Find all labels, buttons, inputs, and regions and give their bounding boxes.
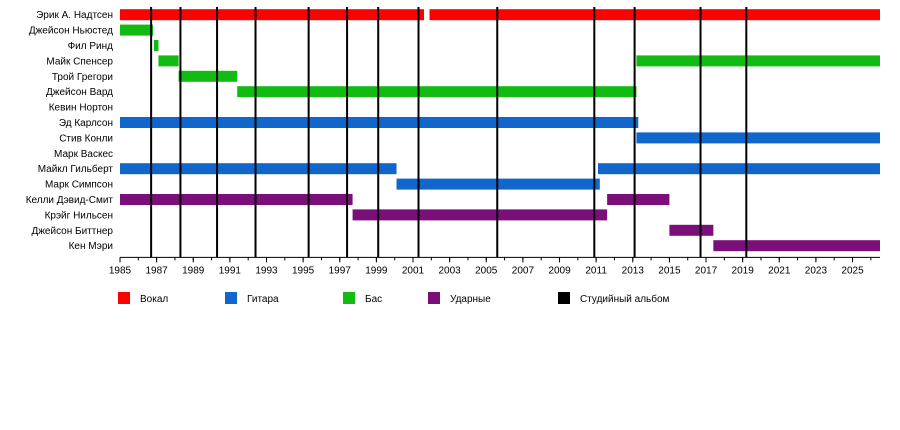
role-bar-drums — [120, 194, 353, 205]
x-tick-label: 1993 — [255, 265, 278, 276]
role-bar-bass — [120, 24, 153, 36]
legend-label-guitar: Гитара — [247, 294, 279, 305]
role-bar-bass — [178, 70, 238, 82]
x-tick-label: 1997 — [329, 265, 352, 276]
x-tick-label: 2023 — [805, 265, 828, 276]
legend-label-bass: Бас — [365, 294, 382, 305]
member-label: Эрик А. Надтсен — [36, 10, 113, 21]
x-tick-label: 1989 — [182, 265, 205, 276]
role-bar-bass — [636, 55, 880, 67]
x-tick-label: 2001 — [402, 265, 425, 276]
role-bar-bass — [158, 55, 179, 67]
x-tick-label: 2017 — [695, 265, 718, 276]
x-tick-label: 2009 — [548, 265, 571, 276]
x-tick-label: 2015 — [658, 265, 681, 276]
role-bar-guitar — [597, 163, 880, 175]
x-tick-label: 1991 — [219, 265, 242, 276]
role-bar-guitar — [636, 132, 880, 144]
x-tick-label: 1999 — [365, 265, 388, 276]
x-tick-label: 2007 — [512, 265, 535, 276]
member-label: Майкл Гильберт — [38, 163, 114, 175]
member-label: Эд Карлсон — [59, 118, 113, 129]
member-label: Майк Спенсер — [46, 56, 113, 67]
member-label: Келли Дэвид-Смит — [26, 195, 114, 206]
role-bar-vocal — [429, 9, 880, 21]
role-bar-bass — [153, 40, 159, 51]
member-label: Марк Симпсон — [45, 180, 113, 191]
x-tick-label: 2019 — [732, 265, 755, 276]
member-label: Трой Грегори — [52, 72, 113, 83]
x-tick-label: 2005 — [475, 265, 498, 276]
legend-swatch-drums — [428, 292, 440, 304]
x-tick-label: 2011 — [585, 265, 607, 276]
x-tick-label: 2025 — [841, 265, 864, 276]
legend-swatch-album — [558, 292, 570, 304]
legend-swatch-vocal — [118, 292, 130, 304]
role-bar-drums — [352, 209, 608, 221]
role-bar-bass — [237, 86, 637, 98]
role-bar-drums — [713, 240, 880, 252]
legend-label-album: Студийный альбом — [580, 293, 670, 305]
legend-label-vocal: Вокал — [140, 294, 168, 305]
member-label: Марк Васкес — [54, 149, 113, 160]
member-label: Джейсон Биттнер — [31, 226, 113, 237]
x-tick-label: 2021 — [768, 265, 791, 276]
x-tick-label: 2013 — [622, 265, 645, 276]
x-tick-label: 1987 — [146, 265, 169, 276]
legend-swatch-bass — [343, 292, 355, 304]
member-label: Крэйг Нильсен — [45, 210, 113, 221]
member-label: Джейсон Ньюстед — [29, 26, 113, 37]
member-label: Кевин Нортон — [49, 103, 113, 114]
role-bar-drums — [669, 224, 714, 236]
x-tick-label: 1985 — [109, 265, 132, 276]
role-bar-guitar — [120, 163, 397, 175]
member-label: Фил Ринд — [68, 41, 114, 52]
legend-label-drums: Ударные — [450, 294, 491, 305]
role-bar-vocal — [120, 9, 424, 21]
x-tick-label: 1995 — [292, 265, 315, 276]
member-label: Стив Конли — [59, 133, 113, 144]
member-label: Кен Мэри — [69, 241, 113, 252]
member-label: Джейсон Вард — [46, 87, 113, 98]
legend-swatch-guitar — [225, 292, 237, 304]
x-tick-label: 2003 — [439, 265, 462, 276]
role-bar-drums — [607, 194, 670, 205]
